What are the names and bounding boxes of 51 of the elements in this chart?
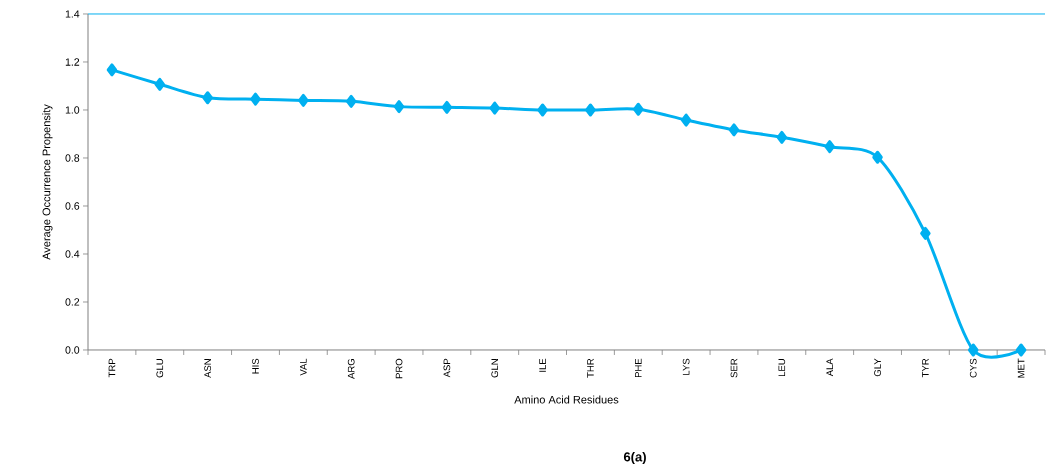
- x-tick-label: ILE: [539, 358, 546, 372]
- y-tick-label: 1.0: [65, 106, 80, 114]
- point: [728, 123, 740, 137]
- x-tick-label: ARG: [347, 359, 355, 379]
- y-tick-label: 0.8: [65, 154, 80, 162]
- point: [106, 63, 118, 77]
- point: [298, 93, 309, 107]
- point: [345, 94, 357, 108]
- point: [680, 113, 692, 127]
- x-tick-label: TYR: [922, 358, 929, 378]
- y-tick-label: 0.2: [65, 298, 80, 306]
- x-axis-title: Amino Acid Residues: [514, 395, 619, 404]
- point: [967, 343, 979, 357]
- x-tick-label: SER: [730, 358, 738, 378]
- x-tick-label: ALA: [826, 358, 833, 377]
- x-tick-label: GLU: [156, 359, 164, 378]
- point: [872, 150, 883, 164]
- point: [1015, 343, 1027, 357]
- point: [441, 100, 453, 114]
- y-tick-label: 0.4: [65, 250, 80, 258]
- x-tick-label: GLN: [491, 359, 499, 378]
- y-axis-title: Average Occurrence Propensity: [42, 104, 53, 260]
- x-tick-label: LYS: [682, 358, 690, 375]
- point: [250, 92, 261, 106]
- point: [776, 130, 788, 144]
- x-tick-label: TRP: [108, 358, 116, 378]
- x-tick-label: HIS: [252, 358, 259, 374]
- point: [154, 77, 166, 91]
- text: 6(a): [623, 451, 646, 465]
- x-tick-label: THR: [587, 358, 594, 378]
- point: [537, 103, 548, 117]
- x-tick-label: ASN: [204, 359, 211, 378]
- x-tick-label: MET: [1017, 358, 1025, 378]
- x-tick-label: VAL: [300, 358, 307, 376]
- point: [585, 103, 596, 117]
- x-tick-label: LEU: [778, 359, 786, 377]
- y-tick-label: 0.0: [65, 346, 80, 354]
- y-tick-label: 1.4: [65, 10, 80, 18]
- y-tick-label: 0.6: [65, 202, 80, 210]
- x-tick-label: CYS: [969, 358, 977, 378]
- x-tick-label: ASP: [443, 358, 451, 378]
- point: [920, 226, 931, 240]
- point: [202, 91, 213, 105]
- x-tick-label: GLY: [874, 358, 881, 377]
- y-tick-label: 1.2: [65, 58, 80, 66]
- point: [824, 140, 835, 154]
- x-tick-label: PHE: [635, 358, 642, 378]
- point: [393, 100, 405, 114]
- x-tick-label: PRO: [395, 358, 403, 379]
- point: [633, 102, 644, 116]
- point: [489, 101, 500, 115]
